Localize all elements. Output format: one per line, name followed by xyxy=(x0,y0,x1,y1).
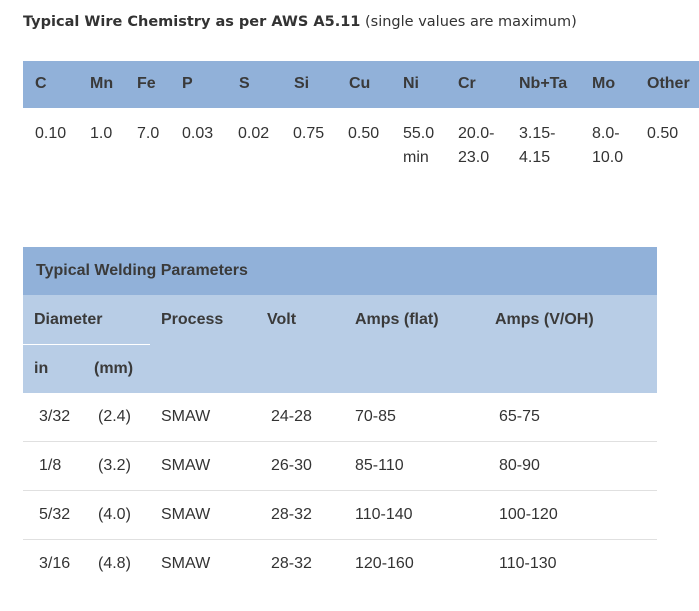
row-amps-voh: 100-120 xyxy=(499,506,558,523)
diameter-divider xyxy=(23,344,150,345)
chem-header-cr: Cr xyxy=(458,75,476,92)
row-diameter-in: 5/32 xyxy=(39,506,71,523)
row-amps-flat: 70-85 xyxy=(355,408,396,425)
table-row: 1/8 (3.2) SMAW 26-30 85-110 80-90 xyxy=(23,442,657,491)
row-amps-voh: 65-75 xyxy=(499,408,540,425)
welding-header: Diameter Process Volt Amps (flat) Amps (… xyxy=(23,295,657,393)
chem-value-nbta: 3.15- xyxy=(519,125,556,142)
chemistry-values-row: 0.10 1.0 7.0 0.03 0.02 0.75 0.50 55.0 mi… xyxy=(23,108,699,188)
row-diameter-mm: (4.8) xyxy=(98,555,131,572)
chem-value-s: 0.02 xyxy=(238,125,270,142)
row-volt: 28-32 xyxy=(271,555,312,572)
chem-header-c: C xyxy=(35,75,47,92)
chem-value-ni: 55.0 xyxy=(403,125,435,142)
row-volt: 26-30 xyxy=(271,457,312,474)
welding-header-in: in xyxy=(34,360,49,377)
row-diameter-in: 3/16 xyxy=(39,555,71,572)
chem-value-c: 0.10 xyxy=(35,125,67,142)
chem-value-mn: 1.0 xyxy=(90,125,113,142)
row-amps-voh: 110-130 xyxy=(499,555,557,572)
row-diameter-in: 3/32 xyxy=(39,408,71,425)
chem-header-mn: Mn xyxy=(90,75,114,92)
row-diameter-mm: (4.0) xyxy=(98,506,131,523)
chemistry-title: Typical Wire Chemistry as per AWS A5.11 xyxy=(23,14,361,30)
chemistry-title-note: (single values are maximum) xyxy=(360,14,577,30)
welding-header-amps-voh: Amps (V/OH) xyxy=(495,311,594,328)
row-amps-flat: 120-160 xyxy=(355,555,414,572)
chem-value-nbta-line2: 4.15 xyxy=(519,149,551,166)
chem-value-mo-line2: 10.0 xyxy=(592,149,624,166)
chem-value-si: 0.75 xyxy=(293,125,325,142)
row-amps-flat: 85-110 xyxy=(355,457,404,474)
row-process: SMAW xyxy=(161,457,211,474)
row-amps-voh: 80-90 xyxy=(499,457,540,474)
chem-header-nbta: Nb+Ta xyxy=(519,75,568,92)
row-volt: 28-32 xyxy=(271,506,312,523)
chem-header-mo: Mo xyxy=(592,75,616,92)
chem-header-fe: Fe xyxy=(137,75,156,92)
chem-header-ni: Ni xyxy=(403,75,419,92)
welding-header-mm: (mm) xyxy=(94,360,134,377)
chem-header-p: P xyxy=(182,75,193,92)
table-row: 3/32 (2.4) SMAW 24-28 70-85 65-75 xyxy=(23,393,657,442)
chem-value-mo: 8.0- xyxy=(592,125,620,142)
chem-header-si: Si xyxy=(294,75,310,92)
table-row: 3/16 (4.8) SMAW 28-32 120-160 110-130 xyxy=(23,540,657,588)
row-diameter-mm: (3.2) xyxy=(98,457,131,474)
chem-header-cu: Cu xyxy=(349,75,371,92)
welding-header-amps-flat: Amps (flat) xyxy=(355,311,439,328)
chem-value-other: 0.50 xyxy=(647,125,679,142)
row-diameter-in: 1/8 xyxy=(39,457,62,474)
row-process: SMAW xyxy=(161,506,211,523)
row-process: SMAW xyxy=(161,555,211,572)
table-row: 5/32 (4.0) SMAW 28-32 110-140 100-120 xyxy=(23,491,657,540)
row-volt: 24-28 xyxy=(271,408,312,425)
chem-value-cr-line2: 23.0 xyxy=(458,149,490,166)
chem-value-p: 0.03 xyxy=(182,125,214,142)
welding-header-process: Process xyxy=(161,311,224,328)
welding-header-diameter: Diameter xyxy=(34,311,103,328)
chem-value-cr: 20.0- xyxy=(458,125,495,142)
chem-value-cu: 0.50 xyxy=(348,125,380,142)
row-process: SMAW xyxy=(161,408,211,425)
chem-header-other: Other xyxy=(647,75,690,92)
welding-title: Typical Welding Parameters xyxy=(36,262,248,279)
welding-title-row: Typical Welding Parameters xyxy=(23,247,657,295)
chem-value-ni-line2: min xyxy=(403,149,429,166)
chem-value-fe: 7.0 xyxy=(137,125,160,142)
chem-header-s: S xyxy=(239,75,250,92)
chemistry-header-row: C Mn Fe P S Si Cu Ni Cr Nb+Ta Mo Other xyxy=(23,61,699,108)
chemistry-heading: Typical Wire Chemistry as per AWS A5.11 … xyxy=(23,14,577,30)
row-amps-flat: 110-140 xyxy=(355,506,413,523)
welding-header-volt: Volt xyxy=(267,311,297,328)
row-diameter-mm: (2.4) xyxy=(98,408,131,425)
